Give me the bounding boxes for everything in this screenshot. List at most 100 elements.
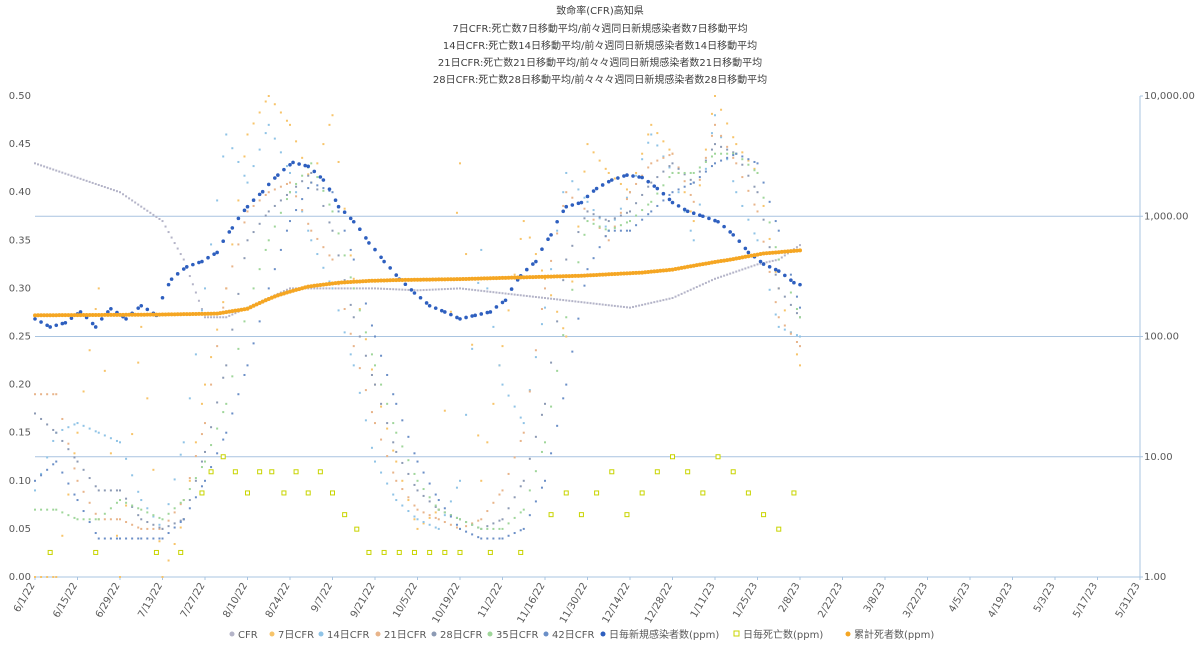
cum-point [345,280,350,285]
cum-point [600,272,605,277]
deaths-point [411,549,417,555]
cfr21-point [544,287,546,290]
cfr-point [619,305,622,308]
cfr14-point [76,422,79,425]
cfr14-point [604,225,607,228]
legend-label: 日毎新規感染者数(ppm) [609,628,719,641]
cfr42-point [307,187,310,190]
cfr14-point [322,266,325,269]
cfr-point [328,287,331,290]
cfr-point [495,291,498,294]
cfr21-point [395,479,398,482]
cfr7-point [328,123,331,126]
cfr21-point [704,156,707,159]
cum-point [379,278,384,283]
cfr7-point [762,204,765,207]
cfr35-point [556,369,559,372]
cfr42-point [279,248,282,251]
cfr14-point [295,191,298,194]
cfr42-point [501,537,504,540]
cum-point [421,277,426,282]
deaths-point [220,454,226,460]
cases-point [652,184,657,188]
cfr7-point [668,148,671,151]
cum-point [464,276,469,281]
cfr28-point [374,383,376,386]
y-left-tick-label: 0.05 [9,524,31,535]
cfr28-point [704,159,707,162]
deaths-point [609,469,615,475]
cfr42-point [349,248,352,251]
cfr42-point [513,532,516,535]
cfr21-point [428,514,431,517]
cfr35-point [392,422,395,425]
cfr-point [380,287,383,290]
cfr35-point [279,211,282,214]
cfr42-point [704,170,707,173]
cum-point [679,265,684,270]
cum-point [691,263,696,268]
cases-point [494,305,499,309]
cfr35-point [109,507,112,510]
cfr42-point [747,158,750,161]
cfr21-point [492,501,495,504]
cfr7-point [577,225,580,228]
cases-point [266,182,271,187]
cfr35-point [662,184,665,187]
cfr-point [759,262,762,265]
cfr14-point [237,160,240,163]
cases-point [737,239,742,244]
cfr21-point [140,527,143,530]
cfr-point [462,287,465,290]
cfr28-point [76,460,79,463]
cfr35-point [222,411,225,414]
cfr28-point [668,165,671,168]
cfr42-point [544,479,546,482]
cfr14-point [619,207,622,210]
cfr42-point [216,452,219,455]
cum-point [454,277,459,282]
cases-point [358,227,362,232]
cum-point [606,272,611,277]
cfr14-point [774,313,777,316]
series-cfr35 [34,152,801,530]
cfr-point [155,215,158,218]
cases-point [637,175,641,179]
cfr-point [486,290,489,293]
series-deaths [47,454,797,555]
cfr7-point [656,132,659,135]
cum-point [42,313,47,318]
cfr-point [115,190,118,193]
cfr14-point [34,489,36,492]
cfr14-point [434,526,437,529]
cfr28-point [364,354,367,357]
cum-point [99,312,104,317]
cum-point [570,274,575,279]
cfr42-point [173,526,176,529]
cfr28-point [119,489,121,492]
cfr35-point [480,527,483,530]
cfr42-point [374,335,376,338]
cfr35-point [747,163,750,166]
cfr7-point [267,95,270,97]
cfr42-point [641,218,644,221]
cfr-point [707,280,710,283]
cum-point [203,311,207,316]
cfr28-point [401,461,404,464]
cfr42-point [188,507,191,510]
cfr28-point [82,468,85,471]
cfr-point [322,287,325,290]
cfr35-point [604,228,607,231]
cfr42-point [689,182,692,185]
cfr42-point [289,220,291,223]
cfr-point [367,287,370,290]
cfr-point [701,283,704,286]
cfr7-point [720,108,723,111]
cfr35-point [194,477,197,480]
cum-point [448,277,453,282]
cfr42-point [179,521,182,524]
cum-point [722,258,727,263]
cum-point [385,278,390,283]
cum-point [624,271,629,276]
deaths-point [594,490,600,496]
